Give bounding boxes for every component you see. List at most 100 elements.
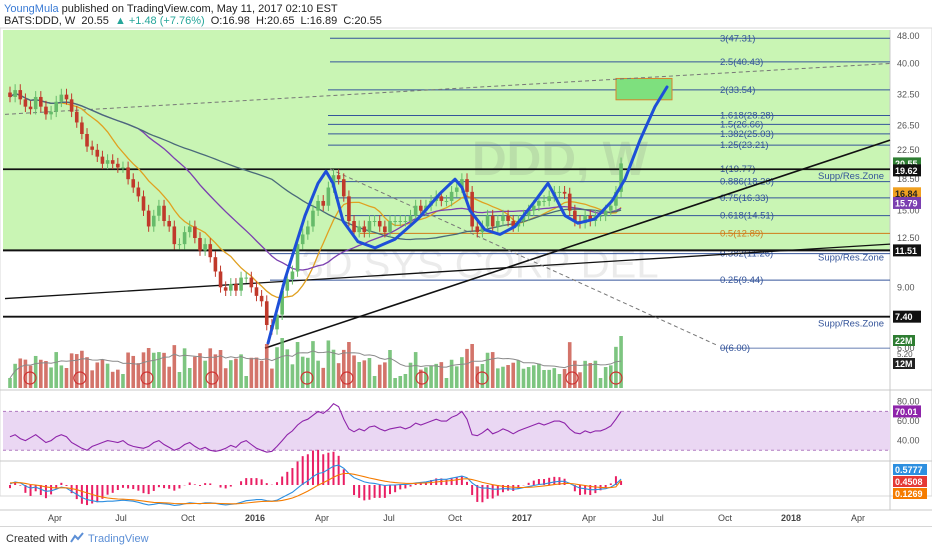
candle-body[interactable] xyxy=(408,215,413,222)
candle-body[interactable] xyxy=(141,196,146,211)
candle-body[interactable] xyxy=(110,160,115,164)
candle-body[interactable] xyxy=(187,226,192,233)
candle-body[interactable] xyxy=(475,226,480,233)
candle-body[interactable] xyxy=(619,163,623,192)
candle-body[interactable] xyxy=(213,257,218,272)
candle-body[interactable] xyxy=(249,277,254,288)
candle-body[interactable] xyxy=(557,191,562,193)
candle-body[interactable] xyxy=(501,215,505,222)
candle-body[interactable] xyxy=(44,106,48,115)
candle-body[interactable] xyxy=(244,277,249,279)
candle-body[interactable] xyxy=(398,221,403,223)
candle-body[interactable] xyxy=(393,221,397,223)
candle-body[interactable] xyxy=(151,215,156,227)
candle-body[interactable] xyxy=(372,221,377,223)
candle-body[interactable] xyxy=(295,244,300,272)
projection-curve[interactable] xyxy=(266,85,669,345)
candle-body[interactable] xyxy=(419,205,423,211)
candle-body[interactable] xyxy=(264,301,269,326)
candle-body[interactable] xyxy=(229,283,233,291)
candle-body[interactable] xyxy=(28,106,33,110)
candle-body[interactable] xyxy=(470,191,474,227)
candle-body[interactable] xyxy=(465,179,469,192)
candle-body[interactable] xyxy=(562,191,567,194)
candle-body[interactable] xyxy=(290,271,295,280)
candle-body[interactable] xyxy=(480,226,485,233)
candle-body[interactable] xyxy=(69,99,74,112)
candle-body[interactable] xyxy=(588,215,593,222)
candle-body[interactable] xyxy=(172,226,177,245)
candle-body[interactable] xyxy=(285,279,290,291)
candle-body[interactable] xyxy=(537,200,541,206)
candle-body[interactable] xyxy=(321,200,326,206)
candle-body[interactable] xyxy=(521,215,526,222)
candle-body[interactable] xyxy=(362,226,367,233)
candle-body[interactable] xyxy=(167,221,171,227)
candle-body[interactable] xyxy=(306,226,310,235)
candle-body[interactable] xyxy=(116,163,120,168)
candle-body[interactable] xyxy=(146,210,151,227)
candle-body[interactable] xyxy=(511,221,516,227)
candle-body[interactable] xyxy=(126,167,130,180)
candle-body[interactable] xyxy=(13,90,17,97)
lower-trendline[interactable] xyxy=(4,243,891,300)
candle-body[interactable] xyxy=(177,244,182,246)
target-box[interactable] xyxy=(615,77,673,101)
candle-body[interactable] xyxy=(341,179,346,197)
candle-body[interactable] xyxy=(136,187,141,197)
author-name[interactable]: YoungMula xyxy=(4,3,59,15)
candle-body[interactable] xyxy=(162,205,166,222)
candle-body[interactable] xyxy=(347,196,351,222)
candle-body[interactable] xyxy=(18,90,23,100)
candle-body[interactable] xyxy=(506,215,510,222)
candle-body[interactable] xyxy=(573,210,577,222)
candle-body[interactable] xyxy=(608,205,613,211)
candle-body[interactable] xyxy=(377,221,382,227)
candle-body[interactable] xyxy=(439,196,444,201)
candle-body[interactable] xyxy=(598,215,603,217)
candle-body[interactable] xyxy=(367,221,372,233)
rising-trendline[interactable] xyxy=(264,139,891,349)
candle-body[interactable] xyxy=(49,111,53,115)
candle-body[interactable] xyxy=(403,221,408,223)
candle-body[interactable] xyxy=(547,196,551,201)
candle-body[interactable] xyxy=(80,122,84,135)
candle-body[interactable] xyxy=(614,191,618,206)
candle-body[interactable] xyxy=(336,175,341,180)
candle-body[interactable] xyxy=(59,94,64,102)
candle-body[interactable] xyxy=(280,290,284,315)
candle-body[interactable] xyxy=(603,210,608,216)
candle-body[interactable] xyxy=(352,221,356,233)
candle-body[interactable] xyxy=(131,179,136,188)
candle-body[interactable] xyxy=(259,295,264,302)
candle-body[interactable] xyxy=(254,287,259,296)
candle-body[interactable] xyxy=(454,187,459,192)
candle-body[interactable] xyxy=(567,193,572,211)
candle-body[interactable] xyxy=(357,226,361,233)
candle-body[interactable] xyxy=(239,277,243,291)
candle-body[interactable] xyxy=(316,200,320,211)
candle-body[interactable] xyxy=(39,96,43,107)
candle-body[interactable] xyxy=(95,149,100,157)
candle-body[interactable] xyxy=(449,191,454,201)
candle-body[interactable] xyxy=(223,287,228,291)
candle-body[interactable] xyxy=(54,101,59,112)
candle-body[interactable] xyxy=(33,96,38,110)
candle-body[interactable] xyxy=(383,226,387,233)
candle-body[interactable] xyxy=(64,94,69,100)
candle-body[interactable] xyxy=(300,234,305,245)
candle-body[interactable] xyxy=(388,221,392,233)
candle-body[interactable] xyxy=(311,210,315,227)
candle-body[interactable] xyxy=(485,215,490,227)
candle-body[interactable] xyxy=(526,210,531,216)
upper-dashed-trendline[interactable] xyxy=(4,62,891,115)
candle-body[interactable] xyxy=(490,215,495,227)
candle-body[interactable] xyxy=(460,179,464,188)
candle-body[interactable] xyxy=(157,205,161,216)
candle-body[interactable] xyxy=(496,221,500,227)
candle-body[interactable] xyxy=(193,226,197,239)
candle-body[interactable] xyxy=(275,314,279,330)
candle-body[interactable] xyxy=(74,111,79,123)
candle-body[interactable] xyxy=(182,232,187,245)
